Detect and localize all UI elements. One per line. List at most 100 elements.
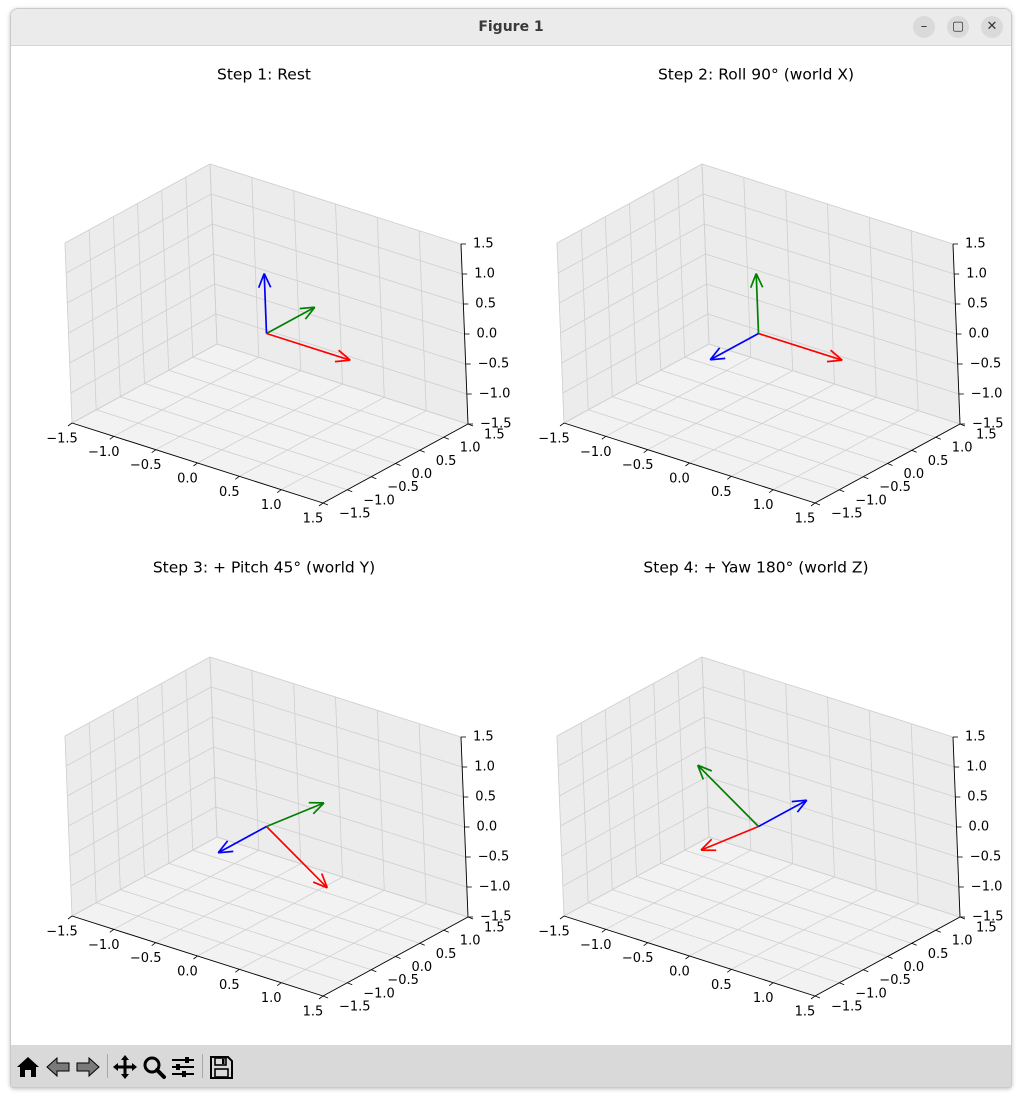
z-tick-label: 0.0 [477,820,498,835]
y-tick-label: −1.0 [363,493,395,508]
z-tick-label: 1.0 [966,760,987,775]
vector-head [320,873,329,889]
vector-head [755,273,764,288]
grid-line [211,686,463,768]
subplot-4: −1.5−1.0−0.50.00.51.01.5 −1.5−1.0−0.50.00… [538,559,1003,1020]
y-tick [863,476,869,480]
z-tick-label: −1.5 [972,910,1004,925]
x-tick [559,422,565,427]
grid-line [708,343,961,425]
x-tick [235,475,240,480]
z-tick-label: −0.5 [970,357,1002,372]
vector-head [334,359,351,363]
x-tick-label: −0.5 [622,458,654,473]
x-tick [768,982,774,987]
y-tick [887,956,893,959]
vector-shaft [217,825,267,854]
grid-line [192,356,444,438]
grid-line [684,849,936,931]
z-tick-label: 0.5 [475,790,496,805]
y-tick-label: 1.0 [952,934,973,949]
vector-head [700,838,713,851]
z-tick-label: −1.0 [971,880,1003,895]
x-tick-label: −0.5 [130,458,162,473]
x-tick-label: 0.5 [711,978,732,993]
y-tick-label: −0.5 [879,480,911,495]
back-button[interactable] [44,1053,72,1081]
x-tick-label: 0.0 [669,472,690,487]
grid-line [66,193,212,274]
figure-svg: −1.5−1.0−0.50.00.51.01.5 −1.5−1.0−0.50.00… [46,66,1003,1020]
pan-button[interactable] [111,1053,139,1081]
y-tick [814,995,821,999]
vector-shaft [755,273,760,334]
subplot-1: −1.5−1.0−0.50.00.51.01.5 −1.5−1.0−0.50.00… [46,66,511,527]
arrow-right-icon [76,1056,100,1078]
x-tick [727,968,732,973]
configure-subplots-button[interactable] [169,1053,197,1081]
x-tick [601,435,607,440]
forward-button[interactable] [74,1053,102,1081]
vector-shaft [758,799,808,828]
x-tick [318,995,324,1000]
y-tick-label: −1.5 [831,507,863,522]
y-tick-label: −1.5 [339,1000,371,1015]
x-tick-label: −1.0 [580,445,612,460]
y-tick-label: 0.0 [412,960,433,975]
vector-head [338,349,351,361]
y-tick [839,489,845,493]
vector-head [749,273,757,289]
y-tick-label: −0.5 [387,480,419,495]
z-tick-label: −1.5 [480,417,512,432]
y-tick [887,463,893,466]
home-icon [17,1057,39,1077]
x-tick [810,995,816,1000]
floppy-disk-icon [210,1056,233,1079]
subplot-title: Step 3: + Pitch 45° (world Y) [153,559,375,577]
grid-line [701,163,710,345]
z-tick-label: −0.5 [478,850,510,865]
y-tick-label: 0.0 [904,960,925,975]
y-tick [371,476,377,480]
x-tick [235,968,240,973]
save-button[interactable] [207,1053,235,1081]
zoom-button[interactable] [140,1053,168,1081]
grid-line [64,163,211,244]
x-tick-label: 0.0 [669,965,690,980]
magnifier-icon [143,1056,166,1079]
y-tick-label: 0.0 [904,467,925,482]
z-tick-label: 0.5 [475,297,496,312]
vector-head [304,306,316,320]
maximize-button[interactable]: ▢ [947,16,969,38]
figure-canvas[interactable]: −1.5 −1.0 −0.5 0.0 0.5 1.0 1.5 −1.5 −1.0 −0.5 0.0 0… [11,46,1011,1045]
grid-line [701,656,954,738]
x-tick [601,928,607,933]
title-bar[interactable]: Figure 1 – ▢ ✕ [11,9,1011,46]
z-tick-label: 0.0 [477,327,498,342]
x-tick [151,942,156,947]
grid-line [703,193,955,275]
y-tick-label: 1.5 [484,428,505,443]
x-tick-label: −0.5 [130,951,162,966]
home-button[interactable] [14,1053,42,1081]
x-tick-label: 0.5 [219,485,240,500]
x-tick [318,502,324,507]
y-tick [443,929,449,933]
y-tick [419,942,425,946]
x-tick-label: 0.0 [177,965,198,980]
x-tick-label: −1.5 [538,432,570,447]
figure-window: Figure 1 – ▢ ✕ −1.5 −1.0 −0.5 0.0 0.5 1.0 1.5−… [10,8,1012,1088]
x-tick [151,449,156,454]
close-button[interactable]: ✕ [981,16,1003,38]
y-tick-label: 0.5 [436,454,457,469]
x-tick-label: 1.5 [795,512,816,527]
grid-line [684,356,936,438]
subplot-2: −1.5−1.0−0.50.00.51.01.5 −1.5−1.0−0.50.00… [538,66,1003,527]
x-tick [768,489,774,494]
grid-line [209,163,218,345]
z-tick-label: −0.5 [970,850,1002,865]
z-tick-label: 0.5 [967,297,988,312]
z-tick-label: 0.0 [969,327,990,342]
minimize-button[interactable]: – [913,16,935,38]
y-tick-label: 0.0 [412,467,433,482]
